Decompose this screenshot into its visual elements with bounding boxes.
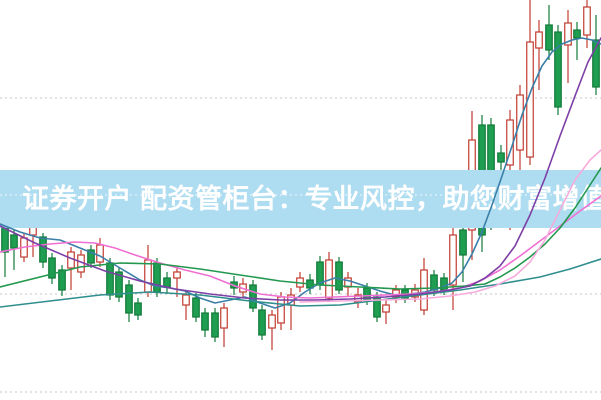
ma-purple: [0, 37, 601, 301]
candle-down: [58, 265, 66, 296]
ad-banner-text[interactable]: 证券开户 配资管柜台：专业风控，助您财富增值: [22, 183, 601, 214]
candle-up: [564, 10, 572, 83]
ma-green: [0, 167, 601, 290]
candle-down: [592, 15, 600, 95]
candle-down: [545, 5, 553, 60]
candle-up: [277, 292, 285, 330]
candle-down: [87, 245, 95, 268]
candle-down: [115, 267, 123, 302]
candle-down: [125, 280, 133, 322]
candle-down: [249, 280, 257, 312]
candle-down: [258, 305, 266, 340]
candle-down: [459, 225, 467, 282]
candle-down: [373, 292, 381, 322]
candle-up: [526, 0, 534, 165]
candle-up: [173, 266, 181, 297]
candle-up: [182, 290, 190, 320]
candle-down: [201, 308, 209, 337]
candle-up: [583, 0, 591, 48]
candle-down: [211, 308, 219, 342]
candle-up: [535, 20, 543, 90]
candle-up: [144, 245, 152, 297]
candle-down: [335, 257, 343, 294]
candle-up: [420, 258, 428, 315]
candle-up: [382, 300, 390, 324]
ma-magenta: [0, 195, 601, 299]
candle-up: [220, 303, 228, 347]
candle-up: [77, 250, 85, 278]
ma-pale-pink: [299, 149, 601, 303]
candle-up: [287, 288, 295, 330]
candle-down: [192, 293, 200, 322]
candle-down: [573, 22, 581, 60]
candle-up: [96, 238, 104, 267]
candle-up: [268, 310, 276, 350]
ma-teal: [0, 258, 601, 308]
candle-down: [48, 253, 56, 284]
candle-down: [554, 25, 562, 115]
candle-down: [163, 272, 171, 294]
candle-up: [344, 272, 352, 296]
candle-up: [449, 222, 457, 310]
candle-up: [325, 252, 333, 302]
candle-down: [134, 298, 142, 320]
moving-average-lines-layer: [0, 37, 601, 309]
